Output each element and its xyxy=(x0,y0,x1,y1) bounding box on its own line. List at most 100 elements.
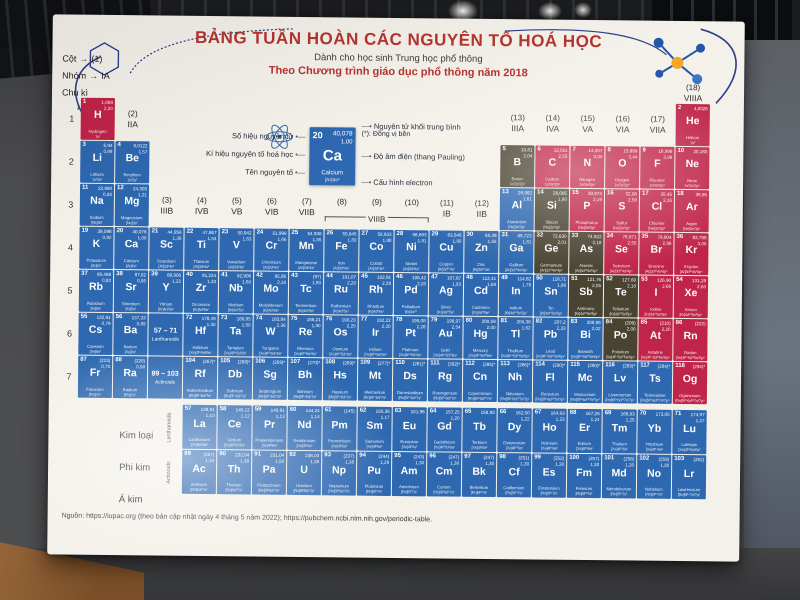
element-Cu: 29 63,546 1,90 Cu Copper [Ar]3d¹⁰4s¹ xyxy=(429,230,464,273)
element-Nh: 113 (286)* Nh Nihonium [Rn]5f¹⁴6d¹⁰7s²7p¹ xyxy=(497,360,533,403)
element-Ts: 117 (294)* Ts Tennessine [Rn]5f¹⁴6d¹⁰7s²7p⁵ xyxy=(637,361,673,404)
element-At: 85 (210) 2,20 At Astatine [Xe]4f¹⁴5d¹⁰6s²6p⁵ xyxy=(638,318,673,361)
element-Tc: 43 (97) 1,90 Tc Technetium [Kr]4d⁵5s² xyxy=(288,271,324,315)
legend-label-name: Tên nguyên tố xyxy=(130,166,305,177)
group-header-14: (14) IVA xyxy=(545,113,560,134)
element-He: 2 4,0026 He Helium 1s² xyxy=(675,103,710,147)
legend-label-symbol: Kí hiệu nguyên tố hoá học xyxy=(130,148,305,159)
element-Ne: 10 20,180 Ne Neon 1s²2s²2p⁶ xyxy=(675,146,710,190)
element-Hg: 80 200,59 2,00 Hg Mercury [Xe]4f¹⁴5d¹⁰6s² xyxy=(463,316,498,360)
element-Li: 3 6,94 0,98 Li Lithium 1s²2s¹ xyxy=(80,140,115,184)
legend-item-label: Á kim xyxy=(118,493,143,505)
group-header-11: (11) IB xyxy=(440,198,454,219)
ceiling-light-reflection xyxy=(574,2,592,18)
element-Pd: 46 106,42 2,20 Pd Palladium [Kr]4d¹⁰ xyxy=(393,272,429,316)
element-S: 16 32,06 2,58 S Sulfur [Ne]3s²3p⁴ xyxy=(604,189,640,232)
element-Fl: 114 (290)* Fl Flerovium [Rn]5f¹⁴6d¹⁰7s²7p² xyxy=(532,360,568,403)
sample-symbol: Ca xyxy=(322,147,343,165)
group-header-16: (16) VIA xyxy=(615,114,630,135)
element-Th: 90 232,04 1,30 Th Thorium [Rn]6d²7s² xyxy=(216,450,252,495)
element-Lv: 116 (293)* Lv Livermorium [Rn]5f¹⁴6d¹⁰7s²7p⁴ xyxy=(602,361,638,404)
range-cell-lanthanoids: 57 – 71 Lanthanoids xyxy=(148,313,183,356)
element-Cd: 48 112,41 1,69 Cd Cadmium [Kr]4d¹⁰5s² xyxy=(463,273,499,317)
source-citation: Nguồn: https://iupac.org (theo bản cập n… xyxy=(61,512,433,524)
element-Se: 34 78,971 2,55 Se Selenium [Ar]3d¹⁰4s²4p⁴ xyxy=(604,232,639,275)
element-Pu: 94 (244) 1,28 Pu Plutonium [Rn]5f⁶7s² xyxy=(356,451,392,496)
element-Sc: 21 44,956 1,36 Sc Scandium [Ar]3d¹4s² xyxy=(149,227,184,270)
element-Np: 93 (237) 1,36 Np Neptunium [Rn]5f⁴6d¹7s² xyxy=(321,451,357,496)
element-Ra: 88 (226) 0,90 Ra Radium [Rn]7s² xyxy=(112,356,148,399)
periodic-fblock-grid: 57 138,91 1,10 La Lanthanum [Xe]5d¹6s² 58 140,1… xyxy=(181,404,707,500)
element-Hs: 108 (269)* Hs Hassium [Rn]5f¹⁴6d⁶7s² xyxy=(322,358,358,401)
period-label: 2 xyxy=(68,156,74,167)
legend-label-mass: Nguyên tử khối trung bình(*): Đồng vị bề… xyxy=(362,122,461,139)
element-Sb: 51 121,76 2,05 Sb Antimony [Kr]4d¹⁰5s²5p³ xyxy=(568,274,604,318)
legend-item-label: Kim loại xyxy=(119,429,154,441)
element-Sg: 106 (269)* Sg Seaborgium [Rn]5f¹⁴6d⁴7s² xyxy=(252,357,288,400)
metal-color-swatch xyxy=(78,425,112,445)
element-Db: 105 (268)* Db Dubnium [Rn]5f¹⁴6d³7s² xyxy=(217,357,253,400)
desk-surface xyxy=(744,40,800,600)
element-Au: 79 196,97 2,54 Au Gold [Xe]4f¹⁴5d¹⁰6s¹ xyxy=(428,316,463,359)
element-Br: 35 79,904 2,96 Br Bromine [Ar]3d¹⁰4s²4p⁵ xyxy=(639,232,674,275)
element-Rb: 37 85,468 0,82 Rb Rubidium [Kr]5s¹ xyxy=(78,269,114,313)
element-Er: 68 167,26 1,24 Er Erbium [Xe]4f¹²6s² xyxy=(567,408,602,454)
element-Ac: 89 (227) 1,10 Ac Actinium [Rn]6d¹7s² xyxy=(181,449,217,495)
right-arrow-icon: → xyxy=(79,53,89,64)
legend-label-stable-isotope: (*): Đồng vị bền xyxy=(361,130,411,139)
element-Cs: 55 132,91 0,79 Cs Caesium [Xe]6s¹ xyxy=(78,312,113,356)
legend-label-atomic-number: Số hiệu nguyên tử xyxy=(131,130,306,141)
element-I: 53 126,90 2,66 I Iodine [Kr]4d¹⁰5s²5p⁵ xyxy=(638,275,674,318)
group-header-5: (5) VB xyxy=(231,196,243,217)
element-Re: 75 186,21 1,90 Re Rhenium [Xe]4f¹⁴5d⁵6s² xyxy=(288,314,323,358)
element-As: 33 74,922 2,18 As Arsenic [Ar]3d¹⁰4s²4p³ xyxy=(569,231,604,275)
element-Rg: 111 (282)* Rg Roentgenium [Rn]5f¹⁴6d⁹7s² xyxy=(427,359,463,402)
element-Bk: 97 (247) 1,30 Bk Berkelium [Rn]5f⁹7s² xyxy=(461,452,497,498)
element-Ag: 47 107,87 1,93 Ag Silver [Kr]4d¹⁰5s¹ xyxy=(428,273,464,316)
element-Cm: 96 (247) 1,30 Cm Curium [Rn]5f⁷6d¹7s² xyxy=(426,452,462,497)
element-Pt: 78 195,08 2,28 Pt Platinum [Xe]4f¹⁴5d⁹6s¹ xyxy=(393,315,428,359)
ceiling-light-reflection xyxy=(538,2,562,20)
sample-electronegativity: 1,00 xyxy=(340,139,353,146)
element-Fr: 87 (223) 0,70 Fr Francium [Rn]7s¹ xyxy=(77,355,113,399)
category-legend: Kim loại Phi kim Á kim xyxy=(78,425,154,522)
element-Ce: 58 140,12 1,12 Ce Cerium [Xe]4f¹5d¹6s² xyxy=(217,405,252,450)
element-Cn: 112 (285)* Cn Copernicium [Rn]5f¹⁴6d¹⁰7s² xyxy=(462,359,498,403)
element-Lu: 71 174,97 1,27 Lu Lutetium [Xe]4f¹⁴5d¹6s² xyxy=(672,409,707,455)
element-Si: 14 28,085 1,90 Si Silicon [Ne]3s²3p² xyxy=(534,188,570,231)
poster-header: BẢNG TUẦN HOÀN CÁC NGUYÊN TỐ HOÁ HỌC Dàn… xyxy=(52,26,744,81)
element-Pm: 61 (145) Pm Promethium [Xe]4f⁵6s² xyxy=(322,406,357,451)
element-Ds: 110 (281)* Ds Darmstadtium [Rn]5f¹⁴6d⁸7s² xyxy=(392,358,428,402)
period-label: 7 xyxy=(66,371,72,382)
element-Zn: 30 65,38 1,65 Zn Zinc [Ar]3d¹⁰4s² xyxy=(464,230,499,274)
element-Ga: 31 69,723 1,81 Ga Gallium [Ar]3d¹⁰4s²4p¹ xyxy=(499,231,534,274)
element-Tb: 65 158,93 Tb Terbium [Xe]4f⁹6s² xyxy=(462,407,497,453)
element-No: 102 (259) 1,30 No Nobelium [Rn]5f¹⁴7s² xyxy=(636,454,672,499)
periodic-table-poster: BẢNG TUẦN HOÀN CÁC NGUYÊN TỐ HOÁ HỌC Dàn… xyxy=(47,14,745,562)
group-header-12: (12) IIB xyxy=(474,198,490,219)
group-header-6: (6) VIB xyxy=(264,196,279,217)
period-label: 4 xyxy=(67,242,73,253)
element-Hf: 72 178,49 1,30 Hf Hafnium [Xe]4f¹⁴5d²6s² xyxy=(183,313,218,357)
element-Bi: 83 208,98 2,02 Bi Bismuth [Xe]4f¹⁴5d¹⁰6s²6p³ xyxy=(568,317,603,361)
element-Ir: 77 192,22 2,20 Ir Iridium [Xe]4f¹⁴5d⁷6s² xyxy=(358,315,393,358)
element-Mt: 109 (277)* Mt Meitnerium [Rn]5f¹⁴6d⁷7s² xyxy=(357,358,393,401)
element-Pr: 59 140,91 1,13 Pr Praseodymium [Xe]4f³6s² xyxy=(252,405,287,450)
element-Ru: 44 101,07 2,20 Ru Ruthenium [Kr]4d⁷5s¹ xyxy=(323,272,359,315)
element-Cl: 17 35,45 3,16 Cl Chlorine [Ne]3s²3p⁵ xyxy=(639,189,675,232)
period-label: 1 xyxy=(69,113,75,124)
element-B: 5 10,81 2,04 B Boron 1s²2s²2p¹ xyxy=(500,145,535,188)
element-N: 7 14,007 3,04 N Nitrogen 1s²2s²2p³ xyxy=(570,145,605,189)
legend-label-config: Cấu hình electron xyxy=(361,178,432,188)
element-Am: 95 (243) 1,30 Am Americium [Rn]5f⁷7s² xyxy=(391,451,427,497)
legend-label-electronegativity: Độ âm điện (thang Pauling) xyxy=(361,152,465,162)
group-header-viiib-span: VIIIB xyxy=(325,214,429,223)
group-header-18: (18) VIIIA xyxy=(683,83,703,104)
element-Al: 13 26,982 1,61 Al Aluminium [Ne]3s²3p¹ xyxy=(499,188,535,231)
sample-name: Calcium xyxy=(321,170,344,177)
element-Nb: 41 92,906 1,60 Nb Niobium [Kr]4d⁴5s¹ xyxy=(218,271,254,314)
element-In: 49 114,82 1,78 In Indium [Kr]4d¹⁰5s²5p¹ xyxy=(498,274,534,317)
element-W: 74 183,84 2,36 W Tungsten [Xe]4f¹⁴5d⁴6s² xyxy=(253,314,288,357)
element-Es: 99 (252) 1,30 Es Einsteinium [Rn]5f¹¹7s² xyxy=(531,453,567,498)
group-header-15: (15) VA xyxy=(580,113,595,135)
